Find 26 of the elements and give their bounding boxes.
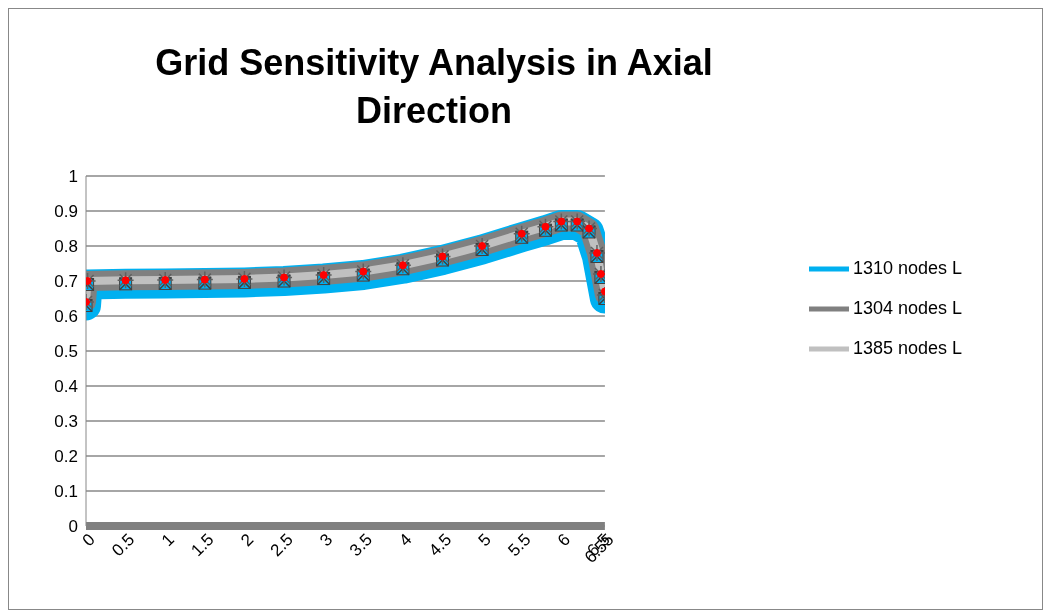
y-tick-label: 0.9 <box>54 202 78 222</box>
y-tick-label: 1 <box>68 167 78 187</box>
x-tick-label: 2.5 <box>266 529 297 561</box>
x-tick-label: 5 <box>474 529 495 551</box>
x-tick-label: 4.5 <box>425 529 456 561</box>
y-tick-label: 0.3 <box>54 412 78 432</box>
legend-label: 1304 nodes L <box>852 297 962 318</box>
x-tick-label: 2 <box>237 529 258 551</box>
x-tick-label: 1.5 <box>187 529 218 561</box>
chart-title: Grid Sensitivity Analysis in Axial Direction <box>154 41 714 133</box>
x-tick-label: 3.5 <box>345 529 376 561</box>
x-tick-label: 0.5 <box>108 529 139 561</box>
y-tick-label: 0.2 <box>54 447 78 467</box>
y-tick-label: 0.4 <box>54 377 78 397</box>
y-tick-label: 0.6 <box>54 307 78 327</box>
legend-label: 1310 nodes L <box>852 257 962 278</box>
legend-label: 1385 nodes L <box>852 337 962 358</box>
y-tick-label: 0.8 <box>54 237 78 257</box>
x-tick-label: 6 <box>553 529 575 551</box>
x-tick-label: 3 <box>316 529 337 551</box>
x-tick-label: 4 <box>395 529 416 551</box>
y-tick-label: 0.1 <box>54 482 78 502</box>
x-tick-label: 5.5 <box>504 529 535 561</box>
y-tick-label: 0.7 <box>54 272 78 292</box>
x-tick-label: 1 <box>157 529 178 551</box>
y-tick-label: 0.5 <box>54 342 78 362</box>
